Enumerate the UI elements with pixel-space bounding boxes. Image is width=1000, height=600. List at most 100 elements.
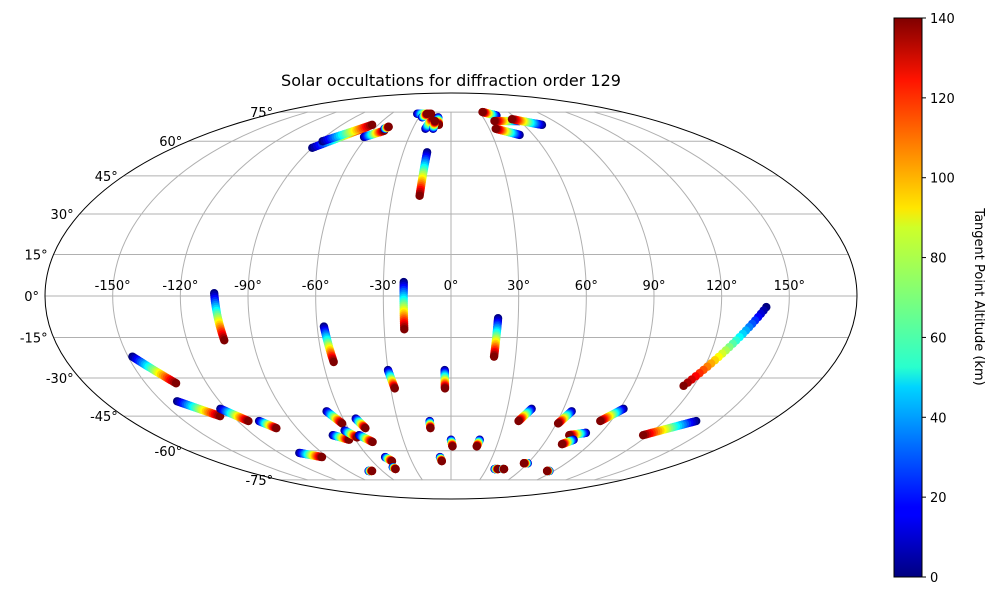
colorbar-label: Tangent Point Altitude (km) [971,207,986,385]
longitude-tick-label: 120° [706,279,737,294]
longitude-tick-label: -60° [302,279,330,294]
occultation-point [472,442,481,451]
occultation-track [322,407,347,428]
occultation-track [216,404,253,426]
longitude-tick-label: 90° [642,279,665,294]
latitude-tick-label: 30° [51,208,74,223]
occultation-track [478,107,501,120]
latitude-tick-label: 75° [250,106,273,121]
longitude-gridline [594,111,790,481]
occultation-track [428,116,440,133]
occultation-point [519,459,529,468]
occultation-point [596,416,605,426]
occultation-track [354,430,377,447]
occultation-point [448,442,457,451]
occultation-track [318,120,377,146]
occultation-point [272,423,281,433]
occultation-track [254,416,281,433]
latitude-tick-label: -60° [155,445,183,460]
occultation-track [491,124,524,140]
occultation-track [380,122,393,133]
occultation-point [440,384,450,393]
longitude-tick-label: -30° [369,279,397,294]
occultation-track [489,314,503,361]
occultation-track [596,404,628,426]
colorbar-tick-label: 60 [930,331,947,346]
occultation-track [383,365,399,393]
colorbar-tick-label: 140 [930,12,955,27]
occultation-point [390,384,399,393]
occultation-track [380,452,397,466]
occultation-track [425,416,435,433]
colorbar-tick-label: 80 [930,252,947,267]
occultation-point [638,430,648,440]
occultation-track [319,322,338,367]
occultation-point [426,423,435,433]
occultation-points [128,107,771,476]
longitude-tick-label: -120° [162,279,198,294]
longitude-gridline [179,111,337,481]
occultation-point [317,452,327,462]
longitude-gridline [479,111,520,481]
occultation-point [384,122,393,131]
occultation-point [478,107,487,117]
occultation-point [499,464,509,474]
longitude-tick-label: 150° [774,279,805,294]
occultation-track [542,466,554,476]
occultation-point [489,352,499,361]
longitude-gridline [112,111,308,481]
occultation-track [507,114,547,130]
occultation-track [446,435,457,451]
longitude-tick-label: -150° [95,279,131,294]
occultation-point [391,464,400,474]
occultation-track [295,448,327,462]
occultation-point [361,423,370,433]
latitude-tick-label: 60° [159,135,182,150]
occultation-track [388,462,400,474]
longitude-tick-label: 60° [575,279,598,294]
colorbar-tick-label: 100 [930,172,955,187]
chart-title: Solar occultations for diffraction order… [281,71,621,90]
occultation-track [519,459,532,468]
occultation-track [128,352,181,388]
occultation-point [542,466,552,476]
longitude-tick-label: 30° [507,279,530,294]
occultation-point [514,416,523,426]
occultation-track [514,404,536,426]
longitude-tick-label: -90° [234,279,262,294]
latitude-tick-label: 15° [25,248,48,263]
occultation-point [329,357,338,367]
occultation-track [399,277,409,334]
longitude-gridline [382,111,423,481]
occultation-point [422,109,432,118]
latitude-tick-label: -45° [90,410,118,425]
occultation-point [367,120,377,130]
map-boundary [44,92,858,500]
occultation-track [417,109,432,122]
map-tick-labels: -150° -120° -90° -60° -30° 0° 30° 60° 90° 120° 150… [20,106,805,489]
occultation-point [507,114,517,124]
occultation-point [557,440,567,449]
occultation-track [557,435,578,449]
occultation-track [498,464,509,474]
map-grid [45,111,857,481]
occultation-point [553,419,563,428]
occultation-track [172,397,225,421]
colorbar-tick-label: 40 [930,411,947,426]
occultation-track [435,452,447,466]
longitude-gridline [247,111,366,481]
occultation-track [553,407,576,428]
occultation-point [337,419,347,428]
occultation-track [328,430,354,444]
map-outline [44,92,858,500]
latitude-tick-label: -30° [46,372,74,387]
occultation-point [367,466,377,476]
occultation-point [491,124,500,133]
occultation-point [430,116,440,126]
longitude-gridline [507,111,587,481]
latitude-tick-label: 0° [24,290,39,305]
occultation-track [364,466,377,476]
colorbar-tick-label: 120 [930,92,955,107]
colorbar-tick-label: 20 [930,491,947,506]
